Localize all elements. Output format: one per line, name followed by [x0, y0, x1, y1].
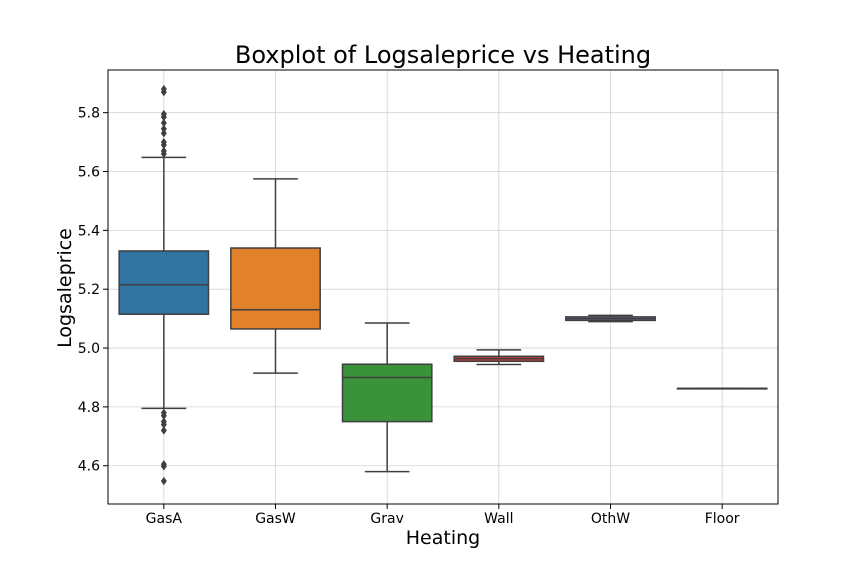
y-tick-label: 5.0: [78, 341, 100, 357]
outlier-point: [160, 462, 167, 471]
x-axis-label: Heating: [406, 527, 480, 549]
x-tick-label: GasW: [255, 511, 296, 527]
y-tick-label: 5.8: [78, 106, 100, 122]
outlier-point: [160, 420, 167, 429]
outlier-point: [160, 411, 167, 420]
plot-area: 4.6 4.8 5.0 5.2 5.4 5.6 5.8 GasA GasW Grav Wall Oth…: [78, 69, 779, 527]
x-tick-label: Wall: [484, 511, 513, 527]
box-grav: [341, 322, 433, 473]
outlier-point: [160, 476, 167, 486]
box-othw: [565, 314, 656, 323]
outlier-point: [160, 137, 167, 147]
outlier-point: [160, 109, 167, 119]
y-tick-label: 5.4: [78, 223, 100, 239]
iqr-box: [341, 363, 433, 423]
box-gasa: [118, 84, 210, 486]
outlier-point: [160, 146, 167, 156]
outlier-point: [160, 129, 167, 138]
x-tick-label: Grav: [370, 511, 403, 527]
box-floor: [676, 387, 768, 390]
outlier-point: [160, 426, 167, 435]
x-tick-label: OthW: [591, 511, 630, 527]
y-axis-label: Logsaleprice: [54, 228, 76, 348]
outlier-point: [160, 124, 167, 134]
x-tick-label: GasA: [146, 511, 183, 527]
outlier-point: [160, 118, 167, 128]
box-gasw: [230, 178, 321, 374]
x-tick-label: Floor: [705, 511, 740, 527]
iqr-box: [118, 250, 210, 315]
box-wall: [453, 349, 545, 366]
chart-title: Boxplot of Logsaleprice vs Heating: [235, 41, 651, 69]
y-tick-label: 4.6: [78, 459, 100, 475]
y-tick-label: 5.6: [78, 165, 100, 181]
outlier-point: [160, 84, 167, 94]
plot-frame: [107, 69, 779, 505]
y-tick-label: 5.2: [78, 282, 100, 298]
iqr-box: [230, 247, 321, 330]
y-tick-label: 4.8: [78, 400, 100, 416]
